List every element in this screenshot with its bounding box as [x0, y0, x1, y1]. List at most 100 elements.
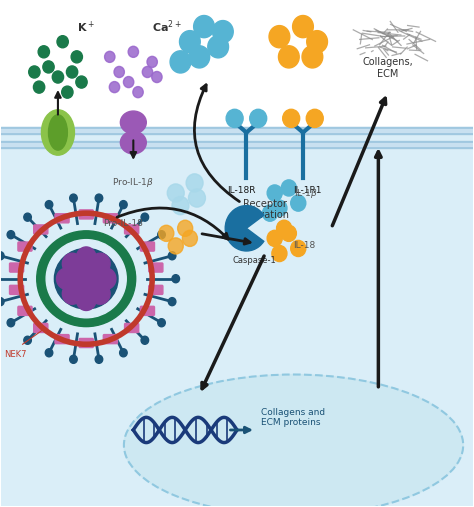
Ellipse shape — [76, 289, 96, 310]
FancyBboxPatch shape — [140, 306, 155, 315]
Circle shape — [281, 225, 296, 241]
Text: Caspase-1: Caspase-1 — [232, 256, 276, 265]
Circle shape — [105, 51, 115, 62]
Ellipse shape — [55, 248, 118, 309]
Circle shape — [142, 66, 153, 78]
Circle shape — [172, 275, 180, 283]
Circle shape — [109, 82, 119, 93]
Ellipse shape — [76, 247, 96, 268]
Circle shape — [158, 231, 165, 239]
Circle shape — [172, 197, 189, 214]
Text: Receptor
Activation: Receptor Activation — [241, 199, 290, 220]
Circle shape — [7, 231, 15, 239]
Circle shape — [45, 349, 53, 357]
Circle shape — [272, 245, 287, 262]
Circle shape — [189, 189, 205, 207]
Circle shape — [291, 195, 306, 211]
Circle shape — [307, 30, 328, 53]
Ellipse shape — [56, 268, 76, 289]
Circle shape — [168, 238, 183, 254]
Circle shape — [45, 201, 53, 209]
Circle shape — [75, 267, 98, 291]
Circle shape — [70, 355, 77, 364]
FancyBboxPatch shape — [103, 214, 118, 223]
FancyBboxPatch shape — [55, 214, 69, 223]
Circle shape — [24, 213, 31, 221]
Text: Ca$^{2+}$: Ca$^{2+}$ — [152, 18, 182, 35]
Circle shape — [123, 77, 134, 88]
Circle shape — [267, 185, 282, 201]
Circle shape — [269, 25, 290, 48]
Circle shape — [71, 51, 82, 63]
Ellipse shape — [62, 283, 82, 304]
Circle shape — [0, 252, 4, 260]
Text: Pro-IL-18: Pro-IL-18 — [103, 219, 143, 228]
FancyBboxPatch shape — [34, 225, 48, 234]
Circle shape — [278, 46, 299, 68]
Circle shape — [291, 240, 306, 257]
Ellipse shape — [62, 253, 82, 274]
Wedge shape — [225, 206, 264, 251]
Ellipse shape — [124, 375, 463, 507]
FancyBboxPatch shape — [18, 242, 32, 251]
Circle shape — [281, 180, 296, 196]
FancyBboxPatch shape — [103, 335, 118, 344]
Circle shape — [182, 230, 197, 246]
Circle shape — [70, 194, 77, 202]
Circle shape — [168, 252, 176, 260]
Ellipse shape — [64, 257, 109, 300]
Circle shape — [208, 35, 228, 58]
Circle shape — [147, 56, 157, 67]
Text: Pro-IL-1$\beta$: Pro-IL-1$\beta$ — [112, 176, 154, 190]
Circle shape — [283, 110, 300, 127]
Circle shape — [186, 174, 203, 192]
Circle shape — [250, 110, 267, 127]
Circle shape — [38, 46, 49, 58]
Circle shape — [212, 21, 233, 43]
Ellipse shape — [48, 115, 67, 150]
Ellipse shape — [120, 131, 146, 154]
Circle shape — [306, 110, 323, 127]
Ellipse shape — [91, 283, 110, 304]
Circle shape — [7, 319, 15, 327]
Circle shape — [277, 220, 292, 236]
Circle shape — [292, 16, 313, 38]
FancyBboxPatch shape — [149, 263, 163, 272]
FancyBboxPatch shape — [79, 339, 93, 347]
FancyBboxPatch shape — [9, 263, 24, 272]
Circle shape — [141, 336, 149, 344]
Circle shape — [167, 184, 184, 202]
FancyBboxPatch shape — [18, 306, 32, 315]
Circle shape — [267, 230, 282, 246]
Circle shape — [76, 76, 87, 88]
FancyBboxPatch shape — [149, 285, 163, 295]
Circle shape — [119, 201, 127, 209]
Circle shape — [302, 46, 323, 68]
FancyBboxPatch shape — [34, 323, 48, 333]
Circle shape — [141, 213, 149, 221]
Text: Collagens and
ECM proteins: Collagens and ECM proteins — [261, 408, 325, 427]
Ellipse shape — [96, 268, 116, 289]
Text: NEK7: NEK7 — [4, 350, 26, 359]
Circle shape — [168, 298, 176, 306]
Text: IL-1R1: IL-1R1 — [293, 186, 322, 195]
Circle shape — [152, 71, 162, 83]
Ellipse shape — [46, 240, 126, 318]
Circle shape — [128, 46, 138, 57]
Circle shape — [189, 46, 210, 68]
Circle shape — [0, 298, 4, 306]
FancyBboxPatch shape — [140, 242, 155, 251]
Text: Collagens,
ECM: Collagens, ECM — [363, 57, 413, 79]
Circle shape — [194, 16, 214, 38]
Bar — [1, 127, 473, 505]
Text: IL-1$\beta$: IL-1$\beta$ — [293, 187, 318, 200]
Circle shape — [57, 35, 68, 48]
Circle shape — [29, 66, 40, 78]
Circle shape — [119, 349, 127, 357]
Ellipse shape — [120, 111, 146, 134]
Circle shape — [52, 71, 64, 83]
Text: K$^+$: K$^+$ — [77, 19, 95, 35]
Text: IL-18: IL-18 — [293, 241, 316, 250]
Circle shape — [43, 61, 54, 73]
FancyBboxPatch shape — [9, 285, 24, 295]
